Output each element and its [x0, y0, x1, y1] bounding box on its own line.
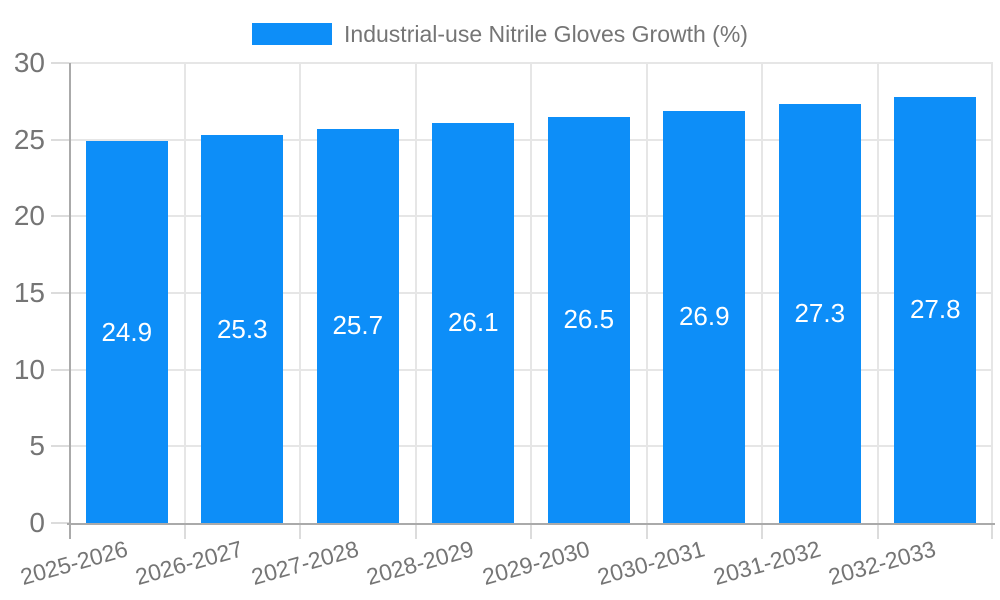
- x-axis-line: [67, 523, 995, 525]
- y-axis-label: 15: [13, 277, 45, 308]
- y-tick: [51, 445, 69, 448]
- x-gridline: [299, 63, 301, 523]
- x-gridline: [991, 63, 993, 523]
- y-tick: [51, 368, 69, 371]
- x-tick: [414, 523, 417, 539]
- bar: 26.5: [547, 116, 630, 523]
- y-tick: [51, 215, 69, 218]
- legend-swatch: [252, 23, 333, 45]
- x-gridline: [183, 63, 186, 523]
- bar: 25.3: [201, 135, 284, 523]
- bar-value-label: 25.3: [216, 313, 268, 344]
- bar-value-label: 26.9: [678, 301, 730, 332]
- legend: Industrial-use Nitrile Gloves Growth (%): [0, 20, 1000, 48]
- y-axis-label: 25: [13, 123, 45, 155]
- x-tick: [761, 523, 763, 539]
- bar: 26.9: [663, 110, 746, 523]
- x-tick: [530, 523, 532, 539]
- x-gridline: [876, 63, 879, 523]
- x-tick: [876, 523, 879, 539]
- y-axis-line: [69, 63, 71, 523]
- y-tick: [51, 292, 69, 294]
- bar-value-label: 26.1: [447, 307, 499, 338]
- x-gridline: [414, 63, 417, 523]
- x-tick: [183, 523, 186, 539]
- bar-value-label: 26.5: [563, 304, 615, 335]
- x-gridline: [530, 63, 532, 523]
- y-tick: [51, 138, 69, 141]
- bar: 27.8: [894, 96, 977, 523]
- y-axis-label: 30: [13, 47, 45, 78]
- bar-value-label: 24.9: [101, 316, 153, 347]
- y-tick: [51, 62, 69, 64]
- y-axis-label: 0: [29, 507, 45, 538]
- x-tick: [991, 523, 993, 539]
- x-gridline: [761, 63, 763, 523]
- bar: 25.7: [316, 128, 399, 523]
- x-tick: [645, 523, 648, 539]
- plot-area: 0 5 10 15 20 25 30 24.9 2025-2026 25.3 2026-2027 25…: [14, 47, 995, 590]
- y-tick: [51, 522, 69, 524]
- bar: 26.1: [432, 122, 515, 523]
- bar-value-label: 25.7: [332, 310, 384, 341]
- bar-value-label: 27.8: [909, 294, 961, 325]
- x-tick: [69, 523, 71, 539]
- bar: 24.9: [85, 141, 168, 523]
- y-axis-label: 20: [13, 200, 45, 232]
- legend-label: Industrial-use Nitrile Gloves Growth (%): [344, 21, 748, 47]
- x-gridline: [645, 63, 648, 523]
- x-tick: [299, 523, 301, 539]
- bar: 27.3: [778, 104, 861, 523]
- y-axis-label: 10: [13, 353, 45, 385]
- y-axis-label: 5: [29, 430, 45, 462]
- bar-value-label: 27.3: [794, 298, 846, 329]
